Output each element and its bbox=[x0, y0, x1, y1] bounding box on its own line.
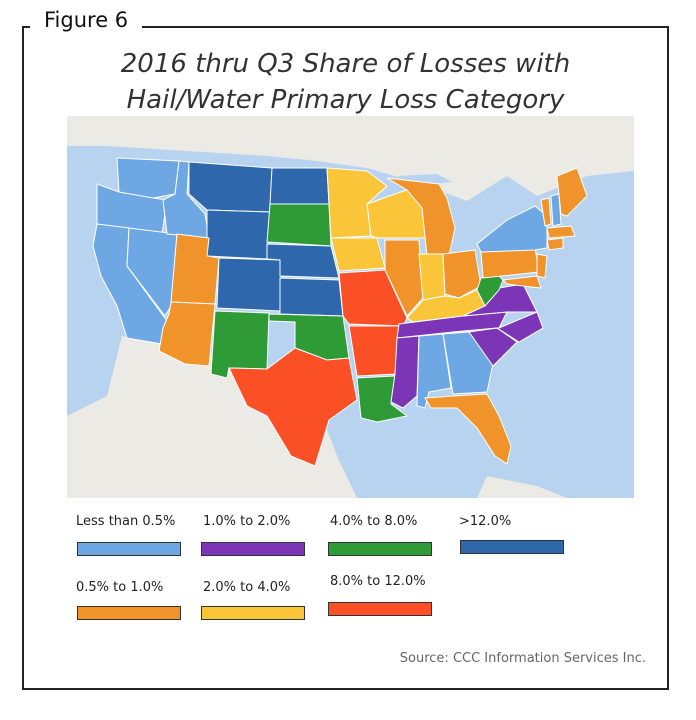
state-kansas bbox=[279, 277, 344, 317]
state-south-dakota bbox=[266, 203, 332, 247]
legend-swatch-0-5-to-1-0 bbox=[77, 606, 181, 620]
state-massachusetts bbox=[546, 225, 576, 239]
state-florida bbox=[424, 393, 512, 465]
state-shapes bbox=[92, 157, 588, 467]
state-new-hampshire bbox=[550, 193, 562, 227]
legend-label-4-0-to-8-0: 4.0% to 8.0% bbox=[330, 514, 418, 529]
state-nebraska bbox=[266, 243, 340, 279]
state-montana bbox=[188, 161, 273, 213]
legend-swatch-2-0-to-4-0 bbox=[201, 606, 305, 620]
legend-label-less-than-0-5: Less than 0.5% bbox=[76, 514, 176, 529]
state-washington bbox=[116, 157, 180, 199]
legend-swatch-less-than-0-5 bbox=[77, 542, 181, 556]
state-vermont bbox=[540, 197, 552, 227]
state-connecticut bbox=[546, 237, 564, 251]
map-title-line-1: 2016 thru Q3 Share of Losses with bbox=[120, 49, 571, 79]
state-indiana bbox=[418, 253, 446, 301]
lake-huron bbox=[459, 200, 477, 218]
legend-swatch-4-0-to-8-0 bbox=[328, 542, 432, 556]
state-colorado bbox=[216, 257, 283, 312]
figure-frame bbox=[22, 26, 669, 690]
legend-swatch-12-0 bbox=[460, 540, 564, 554]
source-credit: Source: CCC Information Services Inc. bbox=[399, 651, 646, 666]
state-illinois bbox=[384, 239, 424, 317]
us-map-svg bbox=[67, 116, 634, 498]
legend-label-12-0: >12.0% bbox=[459, 514, 512, 529]
legend-label-0-5-to-1-0: 0.5% to 1.0% bbox=[76, 580, 164, 595]
state-wyoming bbox=[206, 209, 271, 260]
mexico-land bbox=[67, 336, 357, 498]
state-north-dakota bbox=[269, 167, 330, 205]
state-north-carolina bbox=[452, 311, 544, 343]
state-new-york bbox=[476, 205, 548, 253]
legend-swatch-8-0-to-12-0 bbox=[328, 602, 432, 616]
map-title-line-2: Hail/Water Primary Loss Category bbox=[126, 85, 565, 115]
legend-label-2-0-to-4-0: 2.0% to 4.0% bbox=[203, 580, 291, 595]
state-new-jersey bbox=[536, 253, 548, 279]
state-iowa bbox=[330, 237, 386, 272]
state-texas bbox=[228, 347, 358, 467]
legend-label-8-0-to-12-0: 8.0% to 12.0% bbox=[330, 574, 426, 589]
figure-label: Figure 6 bbox=[30, 8, 143, 32]
legend-label-1-0-to-2-0: 1.0% to 2.0% bbox=[203, 514, 291, 529]
legend-swatch-1-0-to-2-0 bbox=[201, 542, 305, 556]
canada-land bbox=[67, 116, 634, 201]
state-arkansas bbox=[348, 325, 402, 377]
lake-superior bbox=[397, 174, 452, 186]
cuba-land bbox=[477, 476, 567, 498]
state-maryland bbox=[501, 275, 542, 289]
state-arizona bbox=[158, 301, 216, 367]
state-maine bbox=[556, 167, 588, 217]
us-map bbox=[67, 116, 634, 498]
state-ohio bbox=[442, 249, 482, 299]
